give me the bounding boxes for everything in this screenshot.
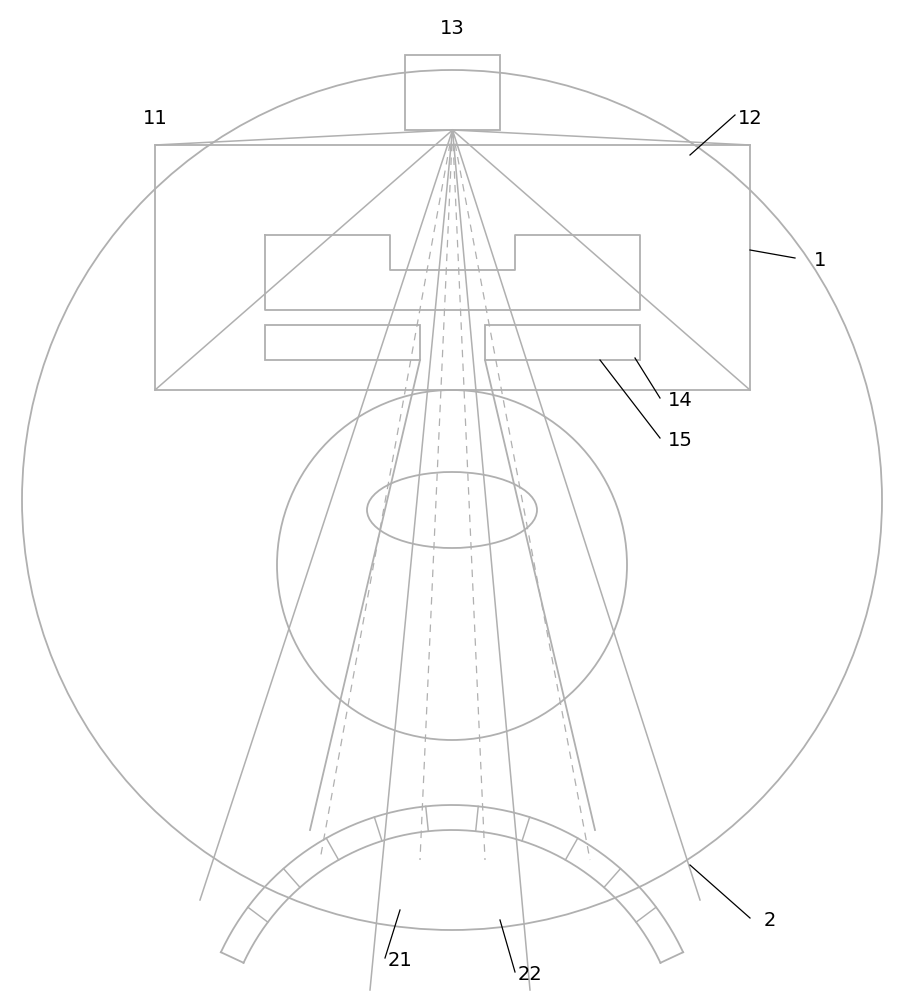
Bar	[265, 325, 420, 360]
Text: 1: 1	[814, 250, 826, 269]
Text: 14: 14	[668, 390, 692, 410]
Bar	[405, 55, 500, 130]
Text: 15: 15	[668, 430, 692, 450]
Text: 21: 21	[387, 950, 413, 970]
Text: 12: 12	[738, 108, 762, 127]
Text: 2: 2	[764, 910, 776, 930]
Text: 22: 22	[518, 966, 542, 984]
Text: 13: 13	[440, 18, 464, 37]
Bar	[485, 325, 640, 360]
Bar	[155, 145, 750, 390]
Text: 11: 11	[143, 108, 167, 127]
